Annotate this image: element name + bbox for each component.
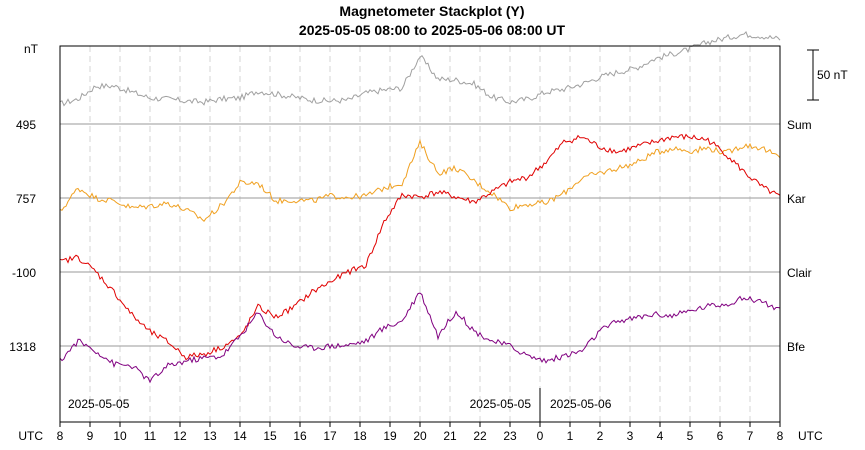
x-tick-label: 9	[87, 429, 94, 443]
x-tick-label: 16	[293, 429, 307, 443]
x-tick-label: 4	[657, 429, 664, 443]
axis-layer: 8 9 10 11 12 13 14 15 16 17 18 19 20 21 22 23 0 1 2 3 4 5 6 7 82…	[9, 118, 811, 443]
x-tick-label: 5	[687, 429, 694, 443]
x-tick-label: 1	[567, 429, 574, 443]
x-tick-label: 22	[473, 429, 487, 443]
x-tick-label: 23	[503, 429, 517, 443]
y-unit-label: nT	[24, 42, 39, 56]
x-tick-label: 17	[323, 429, 337, 443]
scale-bar: 50 nT	[807, 49, 848, 101]
x-tick-label: 10	[113, 429, 127, 443]
x-tick-label: 19	[383, 429, 397, 443]
x-tick-label: 0	[537, 429, 544, 443]
series-line-kar	[59, 138, 781, 222]
baseline-label-kar: 757	[16, 192, 36, 206]
baseline-label-bfe: 1318	[9, 340, 36, 354]
date-label: 2025-05-05	[470, 397, 532, 411]
date-label: 2025-05-05	[68, 397, 130, 411]
x-tick-label: 7	[747, 429, 754, 443]
series-name-bfe: Bfe	[787, 340, 805, 354]
date-label: 2025-05-06	[550, 397, 612, 411]
x-tick-label: 6	[717, 429, 724, 443]
x-tick-label: 8	[777, 429, 784, 443]
x-tick-label: 8	[57, 429, 64, 443]
x-tick-label: 11	[144, 429, 157, 443]
x-tick-label: 20	[413, 429, 427, 443]
x-tick-label: 2	[597, 429, 604, 443]
series-line-bfe	[59, 292, 781, 384]
chart-title: Magnetometer Stackplot (Y)	[339, 3, 524, 19]
x-tick-label: 21	[443, 429, 457, 443]
grid-layer	[60, 46, 780, 422]
x-tick-label: 12	[173, 429, 187, 443]
baseline-label-clair: -100	[12, 266, 36, 280]
baseline-label-sum: 495	[16, 118, 36, 132]
series-name-clair: Clair	[787, 266, 812, 280]
series-line-sum	[59, 30, 781, 107]
x-unit-label-right: UTC	[798, 429, 823, 443]
x-tick-label: 14	[233, 429, 247, 443]
series-name-kar: Kar	[787, 192, 806, 206]
series-name-sum: Sum	[787, 118, 812, 132]
scale-bar-label: 50 nT	[817, 68, 848, 82]
chart-subtitle: 2025-05-05 08:00 to 2025-05-06 08:00 UT	[299, 22, 566, 38]
x-tick-label: 18	[353, 429, 367, 443]
x-tick-label: 15	[263, 429, 277, 443]
series-layer	[59, 30, 781, 384]
x-unit-label-left: UTC	[18, 429, 43, 443]
series-line-clair	[59, 133, 781, 361]
x-tick-label: 3	[627, 429, 634, 443]
x-tick-label: 13	[203, 429, 217, 443]
